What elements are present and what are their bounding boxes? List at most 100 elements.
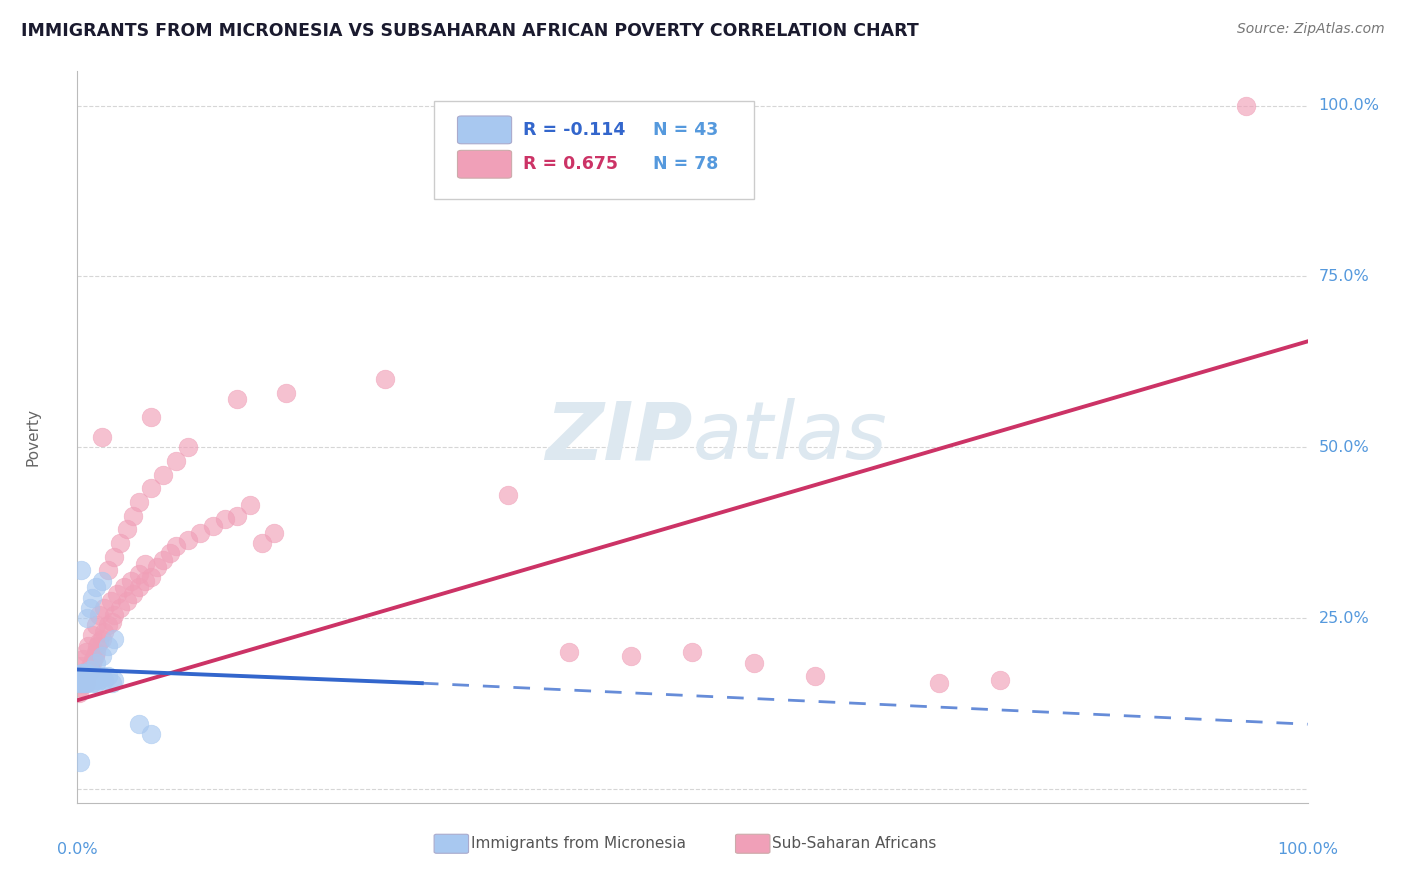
Text: 75.0%: 75.0% (1319, 268, 1369, 284)
Text: 100.0%: 100.0% (1319, 98, 1379, 113)
Point (84, 645, 107, 659)
Point (121, 508, 143, 523)
Text: 25.0%: 25.0% (1319, 611, 1369, 625)
Point (165, 454, 187, 468)
Point (73, 676, 96, 690)
Point (97, 618, 120, 632)
Point (105, 587, 128, 601)
Point (79, 663, 101, 677)
Point (73, 665, 96, 680)
Point (70, 673, 93, 687)
Point (177, 533, 200, 547)
Point (77, 639, 100, 653)
Point (69, 676, 91, 690)
Point (141, 727, 163, 741)
Text: Sub-Saharan Africans: Sub-Saharan Africans (772, 836, 936, 851)
Point (263, 525, 285, 540)
FancyBboxPatch shape (434, 101, 754, 200)
Point (558, 645, 581, 659)
Point (226, 508, 249, 523)
Text: N = 43: N = 43 (654, 121, 718, 139)
Point (89, 635, 111, 649)
Point (496, 488, 519, 502)
Point (100, 594, 122, 608)
Point (75, 673, 97, 687)
Point (103, 549, 125, 564)
Point (742, 656, 765, 670)
Point (76, 676, 98, 690)
Point (682, 645, 704, 659)
Point (121, 574, 143, 588)
Point (101, 676, 124, 690)
Point (76, 665, 98, 680)
Point (101, 615, 124, 629)
Text: R = -0.114: R = -0.114 (523, 121, 626, 139)
Point (90, 430, 114, 444)
FancyBboxPatch shape (735, 834, 770, 854)
Point (73, 673, 96, 687)
Point (70, 676, 93, 690)
Point (90, 574, 114, 588)
Point (134, 574, 156, 588)
Point (67, 676, 90, 690)
Point (103, 607, 125, 622)
Point (146, 560, 169, 574)
Point (75, 676, 97, 690)
Point (276, 385, 298, 400)
Point (152, 467, 174, 482)
Text: ZIP: ZIP (546, 398, 693, 476)
Point (90, 632, 114, 646)
Point (97, 669, 120, 683)
Point (93, 673, 115, 687)
Point (82, 652, 104, 666)
FancyBboxPatch shape (457, 151, 512, 178)
Point (70, 665, 93, 680)
Point (620, 648, 643, 663)
Point (89, 607, 111, 622)
Point (70, 563, 93, 577)
Point (72, 652, 94, 666)
Point (165, 540, 187, 554)
Point (77, 665, 100, 680)
Text: IMMIGRANTS FROM MICRONESIA VS SUBSAHARAN AFRICAN POVERTY CORRELATION CHART: IMMIGRANTS FROM MICRONESIA VS SUBSAHARAN… (21, 22, 920, 40)
Point (70, 673, 93, 687)
Point (103, 673, 125, 687)
Text: atlas: atlas (693, 398, 887, 476)
Point (80, 673, 103, 687)
Text: N = 78: N = 78 (654, 155, 718, 173)
Point (121, 587, 143, 601)
Point (72, 676, 94, 690)
Point (250, 536, 273, 550)
Point (103, 632, 125, 646)
Point (75, 669, 97, 683)
Point (93, 624, 115, 639)
Point (93, 601, 115, 615)
Point (201, 519, 224, 533)
Point (80, 663, 103, 677)
Point (928, 676, 950, 690)
Point (115, 594, 138, 608)
Point (82, 628, 104, 642)
Point (69, 669, 91, 683)
Point (115, 522, 138, 536)
Point (141, 409, 163, 424)
Point (152, 553, 174, 567)
Point (177, 440, 200, 454)
Point (82, 676, 104, 690)
Point (226, 392, 249, 407)
Point (77, 673, 100, 687)
Text: Source: ZipAtlas.com: Source: ZipAtlas.com (1237, 22, 1385, 37)
Point (84, 676, 107, 690)
Point (72, 665, 94, 680)
Point (82, 669, 104, 683)
Point (86, 639, 108, 653)
Point (79, 601, 101, 615)
Point (141, 481, 163, 495)
Point (69, 755, 91, 769)
Point (79, 659, 101, 673)
Point (70, 659, 93, 673)
Point (97, 639, 120, 653)
Point (90, 669, 114, 683)
Point (128, 495, 150, 509)
Point (374, 372, 396, 386)
